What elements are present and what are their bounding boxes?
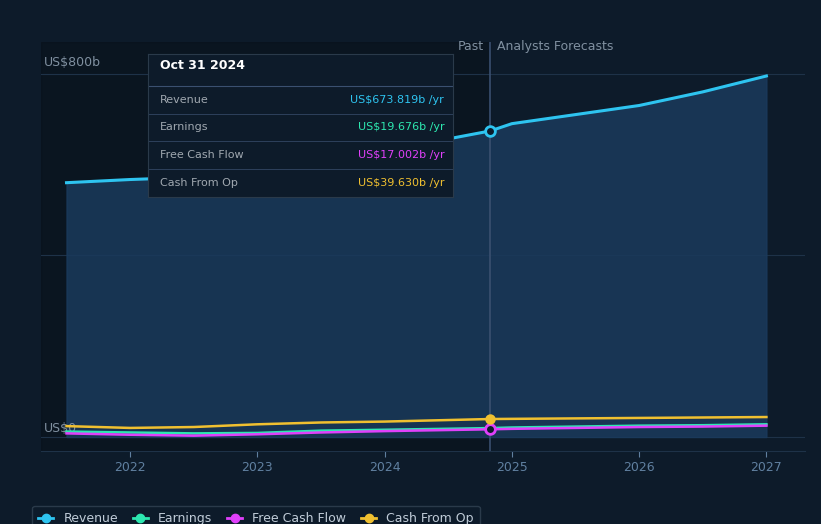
- Text: US$800b: US$800b: [44, 56, 101, 69]
- Text: Past: Past: [458, 40, 484, 53]
- Bar: [41, 42, 490, 451]
- Text: US$0: US$0: [44, 422, 76, 435]
- Legend: Revenue, Earnings, Free Cash Flow, Cash From Op: Revenue, Earnings, Free Cash Flow, Cash …: [32, 506, 480, 524]
- Text: Analysts Forecasts: Analysts Forecasts: [497, 40, 613, 53]
